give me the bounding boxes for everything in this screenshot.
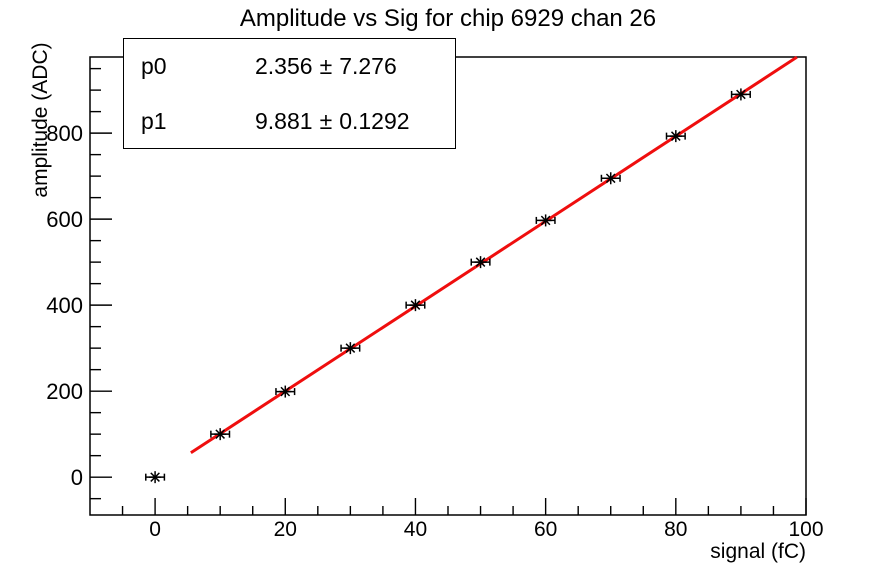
marker-ray-d2	[150, 472, 160, 482]
marker-ray-d2	[605, 173, 616, 184]
chart-title: Amplitude vs Sig for chip 6929 chan 26	[239, 5, 657, 32]
marker-ray-d2	[736, 89, 746, 100]
y-tick-label: 600	[46, 207, 83, 232]
param-p1-central: 9.881	[255, 107, 313, 134]
marker-ray-d2	[410, 300, 421, 310]
data-point	[535, 214, 556, 227]
x-tick-label: 40	[404, 518, 427, 541]
y-tick-label: 0	[71, 465, 83, 490]
param-value-p0: 2.356 ±7.276	[255, 52, 397, 80]
data-point	[210, 428, 231, 441]
data-point	[275, 385, 296, 398]
x-tick-label: 0	[149, 518, 161, 541]
plus-minus-sign: ±	[319, 53, 333, 80]
stats-row-p1: p1 9.881 ±0.1292	[124, 107, 455, 135]
data-point	[470, 256, 491, 269]
x-axis-title: signal (fC)	[710, 540, 806, 563]
data-point	[730, 88, 751, 101]
data-point	[340, 342, 361, 355]
marker-ray-d2	[215, 429, 226, 439]
param-p0-central: 2.356	[255, 53, 313, 80]
param-name-p0: p0	[141, 53, 167, 80]
y-axis-title: amplitude (ADC)	[29, 42, 52, 198]
stats-row-p0: p0 2.356 ±7.276	[124, 52, 455, 80]
marker-ray-d2	[475, 257, 486, 267]
data-point	[600, 172, 621, 185]
data-point	[665, 130, 686, 143]
param-name-p1: p1	[141, 107, 167, 134]
y-tick-label: 400	[46, 293, 83, 318]
fit-line	[190, 55, 798, 455]
x-tick-label: 100	[788, 518, 823, 541]
data-point	[145, 471, 166, 484]
y-tick-label: 800	[46, 121, 83, 146]
plus-minus-sign: ±	[319, 107, 333, 134]
marker-ray-d2	[345, 343, 356, 353]
x-tick-label: 60	[534, 518, 557, 541]
param-value-p1: 9.881 ±0.1292	[255, 107, 410, 135]
x-tick-label: 80	[664, 518, 687, 541]
param-p0-error: 7.276	[339, 53, 397, 80]
marker-ray-d2	[540, 215, 551, 226]
x-tick-label: 20	[274, 518, 297, 541]
marker-ray-d2	[670, 131, 681, 141]
param-p1-error: 0.1292	[339, 107, 410, 134]
marker-ray-d2	[280, 386, 291, 397]
fit-stats-box: p0 2.356 ±7.276 p1 9.881 ±0.1292	[123, 38, 456, 149]
y-tick-label: 200	[46, 379, 83, 404]
data-point	[405, 299, 426, 312]
